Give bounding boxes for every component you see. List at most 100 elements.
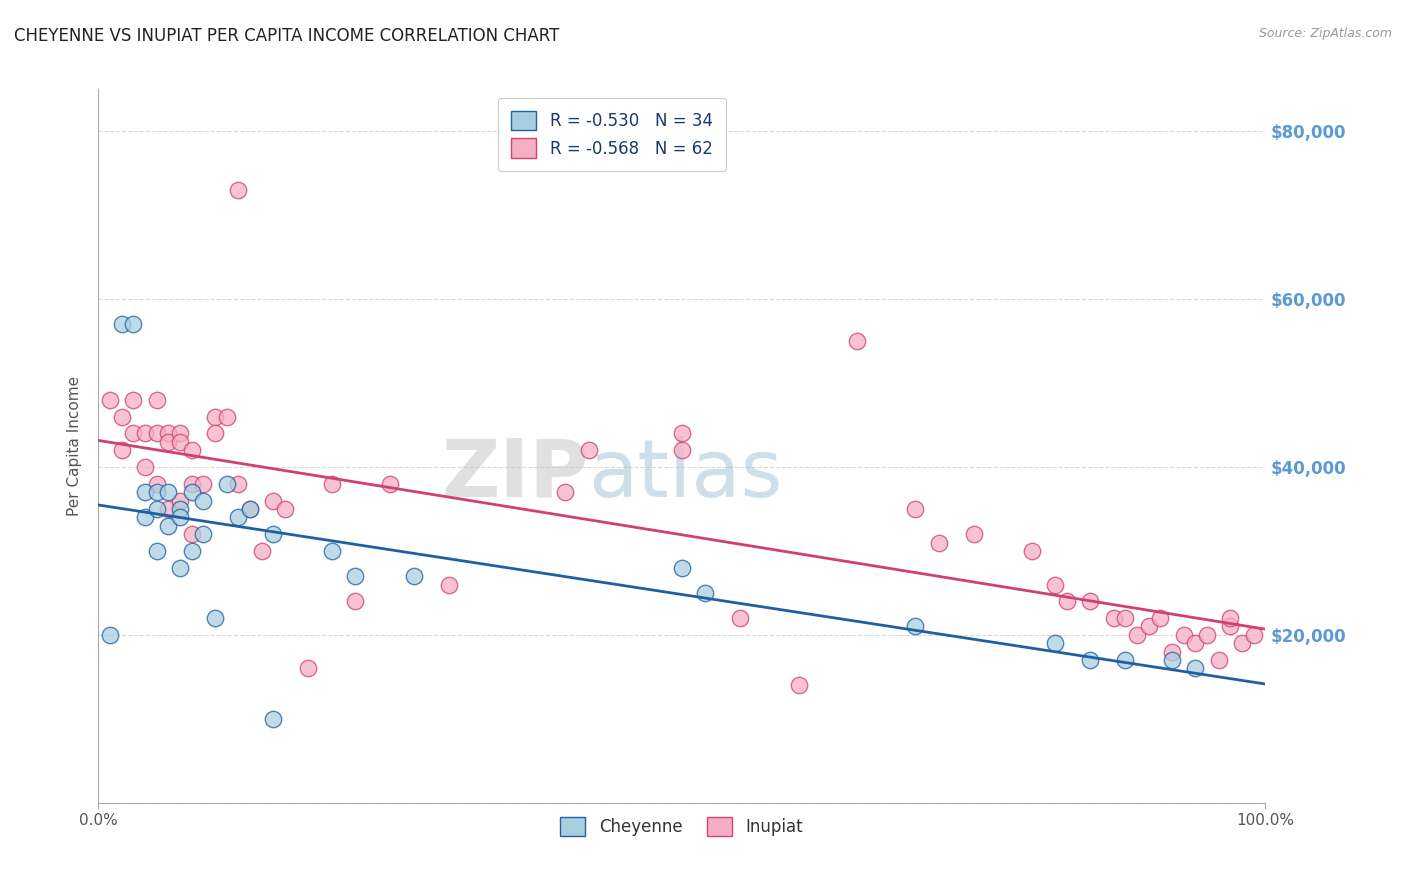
Point bbox=[695, 586, 717, 600]
Point bbox=[671, 560, 693, 574]
Text: Source: ZipAtlas.com: Source: ZipAtlas.com bbox=[1258, 27, 1392, 40]
Point bbox=[193, 493, 215, 508]
Point bbox=[262, 493, 284, 508]
Point bbox=[1045, 636, 1067, 650]
Point bbox=[157, 502, 180, 516]
Point bbox=[215, 476, 238, 491]
Point bbox=[134, 510, 156, 524]
Point bbox=[928, 535, 950, 549]
Point bbox=[1080, 653, 1102, 667]
Point bbox=[228, 510, 250, 524]
Point bbox=[146, 502, 169, 516]
Point bbox=[904, 619, 927, 633]
Point bbox=[122, 392, 145, 407]
Point bbox=[204, 611, 226, 625]
Point bbox=[1184, 661, 1206, 675]
Point bbox=[1208, 653, 1230, 667]
Point bbox=[180, 476, 202, 491]
Point bbox=[1195, 628, 1218, 642]
Point bbox=[274, 502, 297, 516]
Text: atlas: atlas bbox=[589, 435, 783, 514]
Point bbox=[111, 318, 134, 332]
Point bbox=[122, 426, 145, 441]
Point bbox=[134, 485, 156, 500]
Point bbox=[169, 493, 191, 508]
Point bbox=[111, 409, 134, 424]
Point bbox=[671, 443, 693, 458]
Point bbox=[846, 334, 869, 348]
Point bbox=[1126, 628, 1149, 642]
Point bbox=[122, 318, 145, 332]
Point bbox=[380, 476, 402, 491]
Point bbox=[157, 434, 180, 449]
Point bbox=[146, 392, 169, 407]
Point bbox=[157, 426, 180, 441]
Point bbox=[962, 527, 984, 541]
Point bbox=[98, 392, 121, 407]
Point bbox=[146, 544, 169, 558]
Point bbox=[321, 476, 343, 491]
Point bbox=[146, 476, 169, 491]
Point bbox=[169, 510, 191, 524]
Point bbox=[1219, 619, 1241, 633]
Point bbox=[250, 544, 273, 558]
Point bbox=[169, 560, 191, 574]
Point bbox=[344, 569, 367, 583]
Point bbox=[1173, 628, 1195, 642]
Point bbox=[1243, 628, 1265, 642]
Point bbox=[344, 594, 367, 608]
Point bbox=[1161, 645, 1184, 659]
Point bbox=[262, 527, 284, 541]
Point bbox=[134, 460, 156, 475]
Legend: Cheyenne, Inupiat: Cheyenne, Inupiat bbox=[553, 808, 811, 845]
Point bbox=[321, 544, 343, 558]
Point bbox=[169, 426, 191, 441]
Point bbox=[215, 409, 238, 424]
Point bbox=[239, 502, 262, 516]
Point bbox=[204, 426, 226, 441]
Point bbox=[169, 434, 191, 449]
Point bbox=[1056, 594, 1078, 608]
Y-axis label: Per Capita Income: Per Capita Income bbox=[67, 376, 83, 516]
Point bbox=[1114, 653, 1136, 667]
Point bbox=[193, 527, 215, 541]
Point bbox=[1021, 544, 1043, 558]
Point bbox=[1137, 619, 1160, 633]
Point bbox=[1184, 636, 1206, 650]
Point bbox=[204, 409, 226, 424]
Point bbox=[1230, 636, 1253, 650]
Point bbox=[146, 485, 169, 500]
Point bbox=[437, 577, 460, 591]
Point bbox=[1149, 611, 1171, 625]
Point bbox=[157, 485, 180, 500]
Point bbox=[904, 502, 927, 516]
Point bbox=[228, 183, 250, 197]
Point bbox=[134, 426, 156, 441]
Point bbox=[578, 443, 600, 458]
Text: CHEYENNE VS INUPIAT PER CAPITA INCOME CORRELATION CHART: CHEYENNE VS INUPIAT PER CAPITA INCOME CO… bbox=[14, 27, 560, 45]
Point bbox=[1114, 611, 1136, 625]
Point bbox=[1102, 611, 1125, 625]
Point bbox=[262, 712, 284, 726]
Point bbox=[554, 485, 576, 500]
Point bbox=[402, 569, 425, 583]
Point bbox=[157, 518, 180, 533]
Point bbox=[1045, 577, 1067, 591]
Point bbox=[239, 502, 262, 516]
Point bbox=[180, 443, 202, 458]
Point bbox=[671, 426, 693, 441]
Point bbox=[169, 502, 191, 516]
Point bbox=[1219, 611, 1241, 625]
Point bbox=[193, 476, 215, 491]
Point bbox=[730, 611, 752, 625]
Point bbox=[228, 476, 250, 491]
Point bbox=[111, 443, 134, 458]
Point bbox=[98, 628, 121, 642]
Point bbox=[297, 661, 319, 675]
Point bbox=[180, 544, 202, 558]
Point bbox=[1161, 653, 1184, 667]
Point bbox=[1080, 594, 1102, 608]
Point bbox=[180, 485, 202, 500]
Point bbox=[180, 527, 202, 541]
Point bbox=[146, 426, 169, 441]
